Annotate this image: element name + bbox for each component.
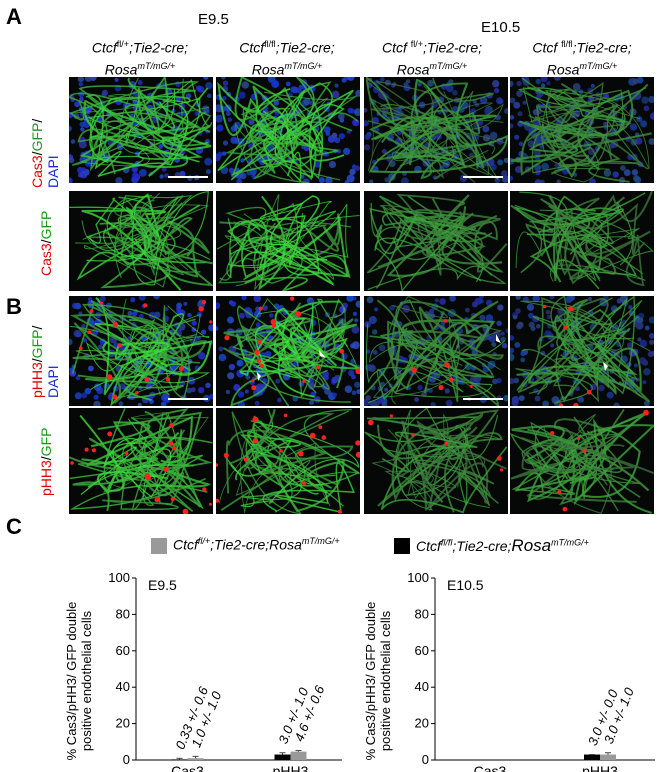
microscopy-image (216, 408, 360, 514)
microscopy-image (364, 191, 508, 291)
legend-swatch-fl-plus (151, 538, 167, 554)
row-label-phh3-gfp: pHH3/GFP (38, 427, 54, 496)
genotype-header-1: Ctcffl/+;Tie2-cre; RosamT/mG/+ (91, 39, 189, 78)
bar (187, 758, 204, 760)
y-axis-label: % Cas3/pHH3/ GFP doublepositive endothel… (363, 602, 393, 761)
microscopy-image (69, 296, 213, 406)
microscopy-image (69, 408, 213, 514)
y-tick-label: 60 (116, 643, 130, 658)
microscopy-image (364, 408, 508, 514)
microscopy-image (216, 296, 360, 406)
row-label-phh3-gfp-dapi: pHH3/GFP/DAPI (29, 325, 61, 398)
genotype-header-3: Ctcf fl/+;Tie2-cre; RosamT/mG/+ (381, 39, 483, 78)
chart-title: E9.5 (148, 577, 177, 593)
bar (290, 751, 307, 760)
bar (171, 759, 188, 760)
y-tick-label: 40 (116, 679, 130, 694)
microscopy-image (364, 77, 508, 183)
panel-letter-b: B (6, 294, 22, 319)
microscopy-image (364, 296, 508, 406)
chart-title: E10.5 (447, 577, 484, 593)
microscopy-image (69, 191, 213, 291)
y-tick-label: 60 (415, 643, 429, 658)
y-tick-label: 20 (415, 716, 429, 731)
stage-label-e95: E9.5 (198, 11, 229, 28)
x-tick-label: pHH3 (582, 763, 618, 772)
row-label-cas3-gfp: Cas3/GFP (38, 210, 54, 276)
bar (600, 754, 616, 760)
microscopy-image (216, 191, 360, 291)
row-label-cas3-gfp-dapi: Cas3/GFP/DAPI (29, 118, 61, 188)
y-tick-label: 40 (415, 679, 429, 694)
y-tick-label: 20 (116, 716, 130, 731)
genotype-header-4: Ctcf fl/fl;Tie2-cre; RosamT/mG/+ (532, 39, 632, 78)
x-tick-label: Cas3 (474, 763, 507, 772)
legend-label-fl-fl: Ctcffl/fl;Tie2-cre;RosamT/mG/+ (416, 536, 589, 555)
scale-bar (168, 398, 208, 400)
y-tick-label: 100 (108, 570, 130, 585)
genotype-header-2: Ctcffl/fl;Tie2-cre; RosamT/mG/+ (239, 39, 335, 78)
y-tick-label: 80 (415, 606, 429, 621)
bar-chart-e95: % Cas3/pHH3/ GFP doublepositive endothel… (64, 570, 342, 772)
y-tick-label: 80 (116, 606, 130, 621)
y-axis-label: % Cas3/pHH3/ GFP doublepositive endothel… (64, 602, 94, 761)
stage-label-e105: E10.5 (481, 19, 521, 36)
microscopy-image (216, 77, 360, 183)
bar (274, 754, 291, 760)
bar-chart-e105: % Cas3/pHH3/ GFP doublepositive endothel… (363, 570, 655, 772)
microscopy-image (510, 408, 654, 514)
x-tick-label: pHH3 (273, 763, 309, 772)
x-tick-label: Cas3 (171, 763, 204, 772)
scale-bar (168, 176, 208, 178)
microscopy-image (510, 296, 654, 406)
y-tick-label: 0 (422, 752, 429, 767)
bar (584, 754, 600, 760)
y-tick-label: 0 (123, 752, 130, 767)
panel-letter-c: C (6, 514, 22, 539)
microscopy-image (69, 77, 213, 183)
microscopy-image (510, 77, 654, 183)
microscopy-image (510, 191, 654, 291)
scale-bar (463, 398, 503, 400)
scale-bar (463, 176, 503, 178)
panel-letter-a: A (6, 4, 22, 29)
legend-label-fl-plus: Ctcffl/+;Tie2-cre;RosamT/mG/+ (173, 536, 340, 553)
y-tick-label: 100 (407, 570, 429, 585)
legend-swatch-fl-fl (394, 538, 410, 554)
